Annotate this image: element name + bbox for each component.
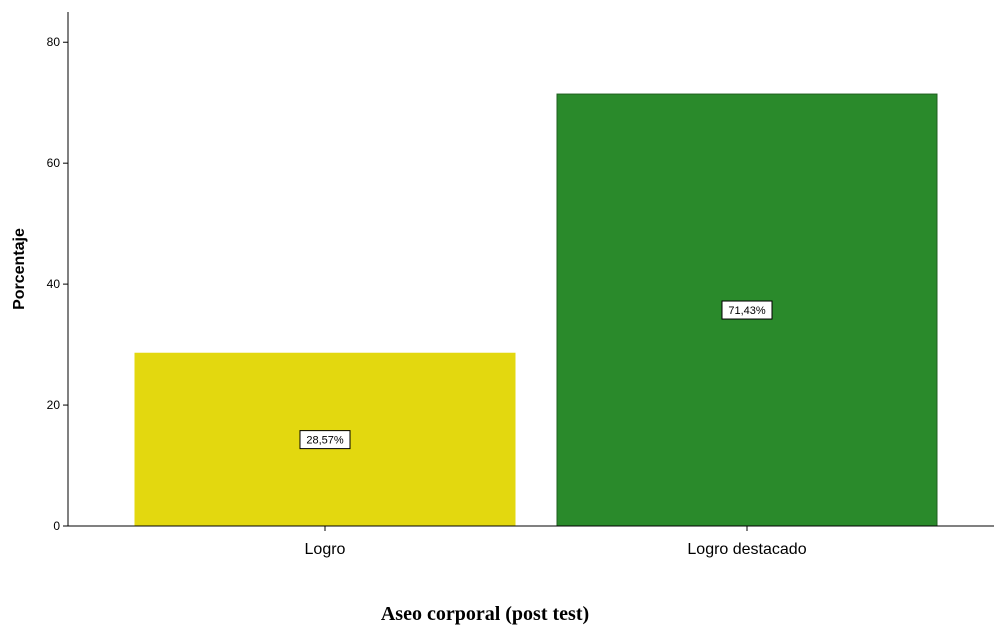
y-tick-label: 20 [47,398,61,412]
y-tick-label: 60 [47,156,61,170]
y-axis-label: Porcentaje [11,228,28,310]
y-tick-label: 0 [53,519,60,533]
data-label: 71,43% [728,305,766,317]
data-label-box [299,430,351,450]
data-label-box [721,300,773,320]
y-axis-ticks: 0 20 40 60 80 [47,35,68,533]
y-tick-label: 40 [47,277,61,291]
x-axis-categories: Logro Logro destacado [305,526,807,558]
x-axis-label: Aseo corporal (post test) [381,603,589,625]
bars: 28,57% 71,43% [134,93,938,527]
data-label: 28,57% [306,435,344,447]
y-tick-label: 80 [47,35,61,49]
x-tick-label: Logro [305,541,346,558]
x-tick-label: Logro destacado [687,541,806,558]
